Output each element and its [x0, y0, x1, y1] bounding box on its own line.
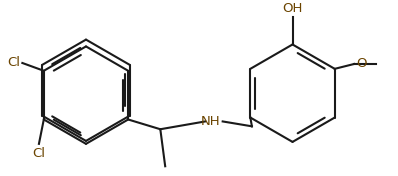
Text: NH: NH [201, 115, 221, 128]
Text: O: O [356, 57, 367, 70]
Text: OH: OH [282, 2, 303, 15]
Text: Cl: Cl [32, 147, 45, 160]
Text: Cl: Cl [8, 56, 20, 70]
